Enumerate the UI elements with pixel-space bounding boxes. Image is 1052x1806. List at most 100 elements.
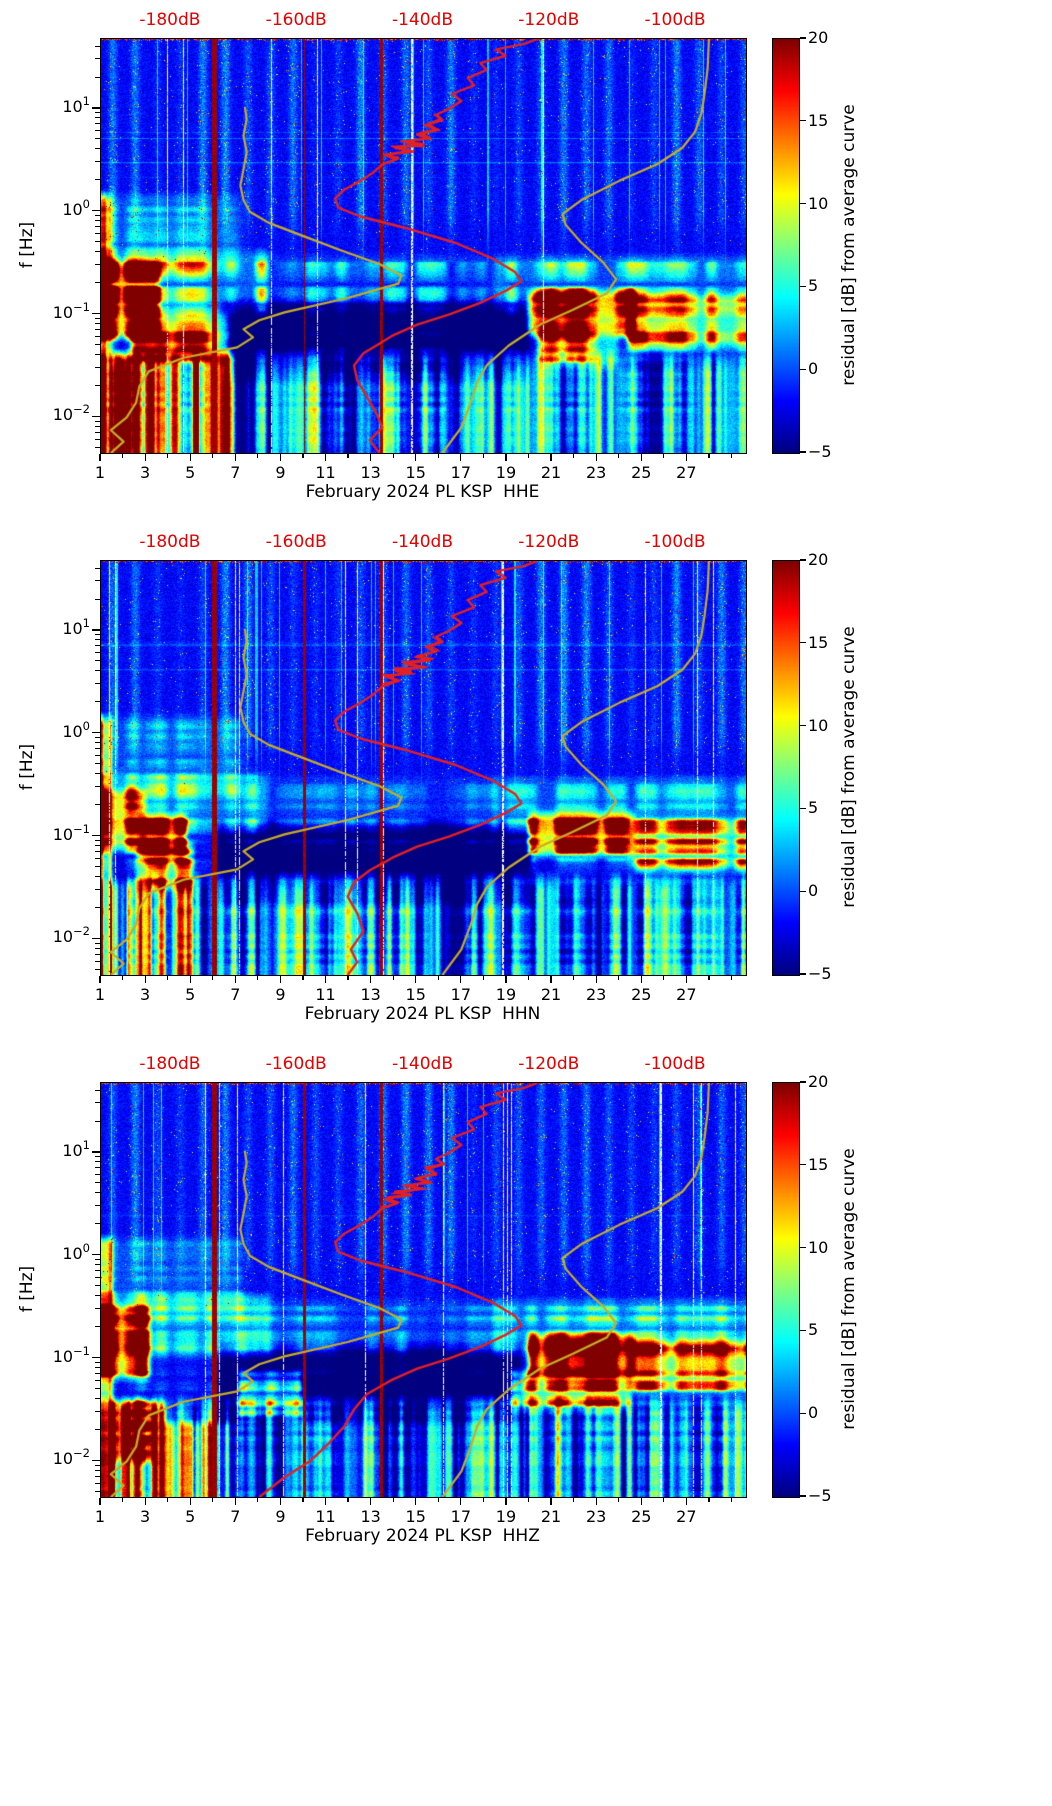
y-minor-tick: [95, 1285, 100, 1287]
x-tick: [550, 1498, 552, 1505]
y-minor-tick: [95, 942, 100, 944]
colorbar-tick: [800, 1164, 806, 1166]
y-tick-base: 10: [62, 199, 83, 219]
colorbar-label: residual [dB] from average curve: [839, 1148, 859, 1430]
x-tick-label: 1: [94, 985, 106, 1004]
spectrogram-panel-hhn: -180dB -160dB -140dB -120dB -100dB 1 3 5 7 9 11 13 1…: [0, 522, 1052, 1044]
top-db-label: -180dB: [139, 10, 201, 30]
y-tick-exp: 0: [82, 1240, 90, 1255]
x-tick-label: 3: [140, 985, 151, 1004]
x-tick-label: 17: [450, 1507, 472, 1526]
y-minor-tick: [95, 138, 100, 140]
y-minor-tick: [95, 1464, 100, 1466]
x-tick-label: 19: [495, 985, 517, 1004]
colorbar-tick-label: 15: [808, 632, 829, 652]
x-minor-tick: [302, 454, 304, 458]
y-tick-base: 10: [62, 619, 83, 639]
y-minor-tick: [95, 1089, 100, 1091]
x-tick-label: 15: [405, 1507, 426, 1526]
y-minor-tick: [95, 953, 100, 955]
x-tick-label: 11: [315, 985, 336, 1004]
x-minor-tick: [573, 976, 575, 980]
x-tick: [550, 976, 552, 983]
colorbar-tick: [800, 203, 806, 205]
colorbar: [772, 38, 800, 454]
top-db-label: -100dB: [644, 10, 706, 30]
x-minor-tick: [121, 1498, 124, 1502]
x-tick: [234, 1498, 236, 1505]
y-tick-exp: 1: [82, 1138, 90, 1153]
y-tick-base: 10: [52, 824, 74, 844]
y-minor-tick: [95, 1379, 100, 1381]
spectrogram-canvas: [101, 1083, 746, 1497]
x-minor-tick: [482, 976, 484, 980]
y-minor-tick: [95, 1156, 100, 1158]
y-minor-tick: [95, 344, 100, 346]
x-tick-label: 23: [585, 985, 607, 1004]
x-tick: [685, 454, 687, 461]
colorbar-tick: [800, 451, 806, 453]
y-minor-tick: [95, 1469, 100, 1471]
x-minor-tick: [482, 1498, 484, 1502]
x-tick-label: 9: [275, 1507, 286, 1526]
y-minor-tick: [95, 226, 100, 228]
colorbar-tick-label: 15: [808, 1154, 829, 1174]
y-tick-label: 10−2: [34, 924, 90, 946]
x-tick-label: 23: [585, 463, 607, 482]
colorbar-label: residual [dB] from average curve: [839, 104, 859, 386]
x-tick-label: 13: [360, 463, 381, 482]
y-minor-tick: [95, 328, 100, 330]
y-minor-tick: [95, 1308, 100, 1310]
x-tick-label: 25: [631, 463, 652, 482]
spectrogram-canvas: [101, 39, 746, 453]
y-tick-label: 101: [34, 616, 90, 639]
y-tick-label: 10−1: [34, 300, 90, 322]
x-minor-tick: [167, 976, 169, 980]
y-minor-tick: [95, 968, 100, 970]
y-minor-tick: [95, 431, 100, 433]
top-db-label: -160dB: [265, 532, 327, 552]
y-minor-tick: [95, 179, 100, 181]
colorbar-tick: [800, 890, 806, 892]
x-tick: [279, 454, 281, 461]
x-tick-label: 19: [495, 463, 517, 482]
y-tick-base: 10: [62, 1243, 83, 1263]
y-tick-label: 10−1: [34, 1344, 90, 1366]
y-tick-exp: −2: [73, 1446, 90, 1461]
x-tick-label: 23: [585, 1507, 607, 1526]
y-minor-tick: [95, 1174, 100, 1176]
y-tick: [92, 834, 100, 837]
y-tick-exp: 0: [82, 196, 90, 211]
x-tick: [460, 1498, 462, 1505]
x-tick-label: 9: [275, 985, 286, 1004]
x-tick: [640, 454, 642, 461]
y-minor-tick: [95, 241, 100, 243]
y-tick-label: 100: [34, 196, 90, 219]
x-tick: [279, 1498, 281, 1505]
top-db-label: -100dB: [644, 532, 706, 552]
colorbar-tick-label: −5: [808, 1486, 832, 1505]
y-minor-tick: [95, 1475, 100, 1477]
x-minor-tick: [573, 1498, 575, 1502]
y-tick: [92, 1356, 100, 1359]
x-minor-tick: [257, 1498, 259, 1502]
x-tick-label: 15: [405, 463, 426, 482]
y-minor-tick: [95, 639, 100, 641]
x-tick-label: 27: [676, 1507, 697, 1526]
colorbar-tick-label: 0: [808, 881, 819, 901]
x-tick: [324, 976, 327, 983]
y-tick: [92, 1459, 100, 1461]
y-tick-base: 10: [52, 302, 74, 322]
plot-area: [100, 38, 747, 454]
y-axis-label: f [Hz]: [17, 743, 37, 791]
x-minor-tick: [663, 454, 665, 458]
colorbar-canvas: [773, 561, 799, 975]
x-tick-label: 5: [185, 1507, 196, 1526]
y-minor-tick: [95, 1410, 100, 1412]
x-minor-tick: [730, 1498, 733, 1502]
x-minor-tick: [302, 1498, 304, 1502]
x-tick: [415, 1498, 417, 1505]
y-minor-tick: [95, 888, 100, 890]
x-minor-tick: [257, 976, 259, 980]
